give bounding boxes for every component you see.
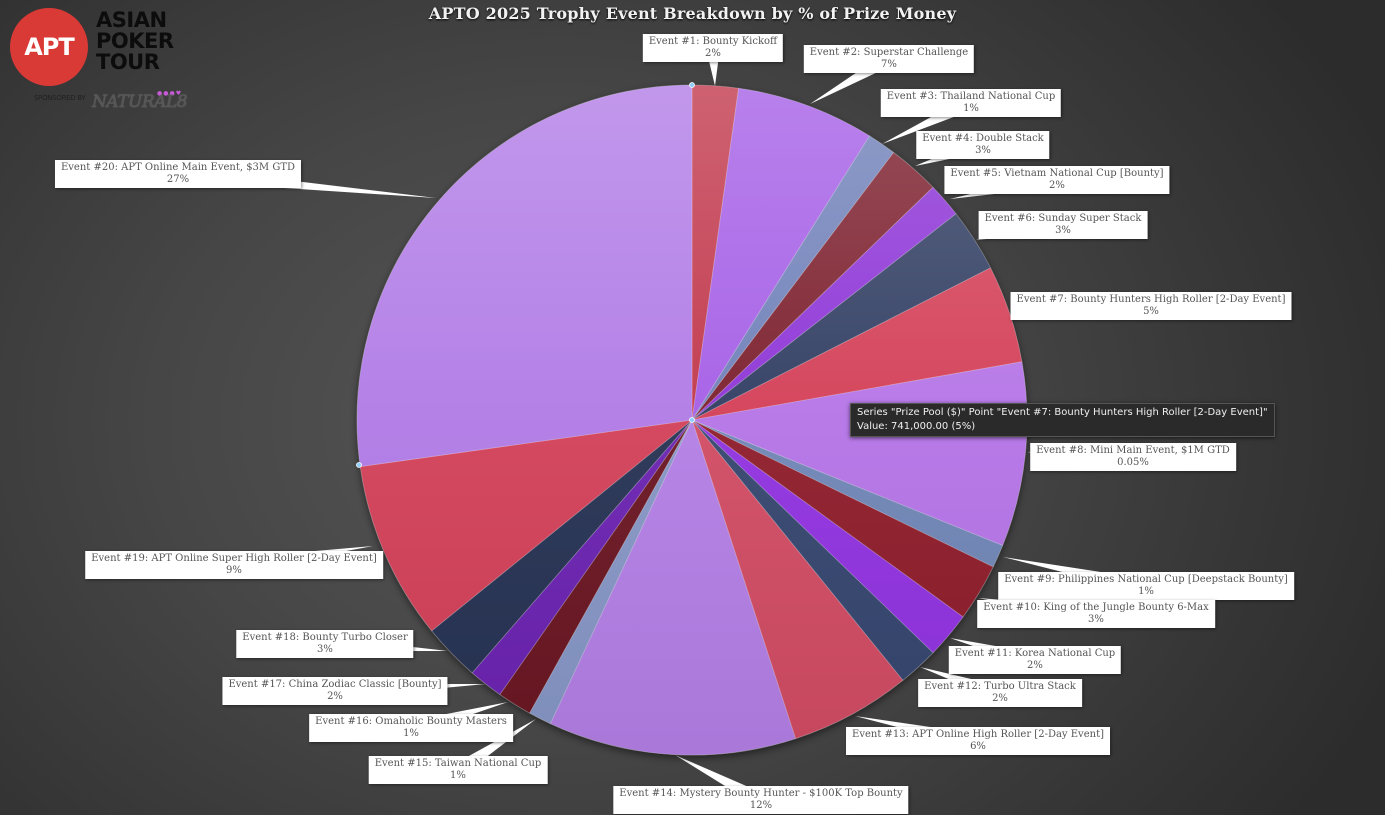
data-label[interactable]: Event #18: Bounty Turbo Closer 3% — [236, 630, 414, 658]
data-label[interactable]: Event #13: APT Online High Roller [2-Day… — [846, 727, 1110, 755]
data-label-category: Event #1: Bounty Kickoff — [648, 36, 778, 47]
selection-handle[interactable] — [689, 417, 695, 423]
data-label[interactable]: Event #9: Philippines National Cup [Deep… — [998, 572, 1294, 600]
data-label-percent: 1% — [1138, 586, 1154, 597]
data-label-percent: 1% — [450, 770, 466, 781]
data-label-percent: 3% — [317, 644, 333, 655]
data-label[interactable]: Event #10: King of the Jungle Bounty 6-M… — [977, 600, 1215, 628]
data-label-category: Event #2: Superstar Challenge — [809, 47, 969, 58]
data-label-category: Event #14: Mystery Bounty Hunter - $100K… — [619, 788, 903, 799]
data-label[interactable]: Event #3: Thailand National Cup 1% — [880, 89, 1062, 117]
data-label-percent: 27% — [166, 174, 190, 185]
data-label[interactable]: Event #12: Turbo Ultra Stack 2% — [918, 679, 1082, 707]
data-label[interactable]: Event #20: APT Online Main Event, $3M GT… — [54, 160, 302, 188]
data-label[interactable]: Event #5: Vietnam National Cup [Bounty] 2… — [944, 166, 1170, 194]
sponsor-logo: NATURAL8 — [92, 92, 188, 112]
data-label-category: Event #16: Omaholic Bounty Masters — [315, 716, 507, 727]
data-label-percent: 3% — [975, 145, 991, 156]
data-label[interactable]: Event #8: Mini Main Event, $1M GTD 0.05% — [1030, 443, 1236, 471]
data-label[interactable]: Event #1: Bounty Kickoff 2% — [642, 34, 784, 62]
data-label-percent: 2% — [992, 693, 1008, 704]
data-label[interactable]: Event #11: Korea National Cup 2% — [948, 646, 1122, 674]
data-label-category: Event #3: Thailand National Cup — [886, 91, 1056, 102]
data-label-category: Event #19: APT Online Super High Roller … — [91, 553, 377, 564]
data-label-percent: 7% — [881, 59, 897, 70]
sponsor-text: SPONSORED BY — [34, 94, 86, 102]
data-label-category: Event #5: Vietnam National Cup [Bounty] — [950, 168, 1164, 179]
data-label-category: Event #10: King of the Jungle Bounty 6-M… — [983, 602, 1209, 613]
data-label-category: Event #18: Bounty Turbo Closer — [242, 632, 408, 643]
pie-slice[interactable] — [356, 84, 693, 468]
data-label[interactable]: Event #6: Sunday Super Stack 3% — [978, 211, 1148, 239]
data-label-category: Event #12: Turbo Ultra Stack — [924, 681, 1076, 692]
apt-badge: APT — [10, 8, 88, 86]
data-label-percent: 2% — [705, 48, 721, 59]
data-label-category: Event #17: China Zodiac Classic [Bounty] — [228, 679, 442, 690]
data-label-percent: 9% — [226, 565, 242, 576]
hover-tooltip: Series "Prize Pool ($)" Point "Event #7:… — [850, 403, 1275, 437]
data-label[interactable]: Event #16: Omaholic Bounty Masters 1% — [309, 714, 513, 742]
tooltip-value-line: Value: 741,000.00 (5%) — [857, 421, 976, 432]
data-label-percent: 12% — [749, 800, 773, 811]
data-label-percent: 1% — [403, 728, 419, 739]
data-label-percent: 2% — [1049, 180, 1065, 191]
chart-title: APTO 2025 Trophy Event Breakdown by % of… — [428, 4, 957, 23]
data-label-percent: 3% — [1055, 225, 1071, 236]
data-label[interactable]: Event #19: APT Online Super High Roller … — [85, 551, 383, 579]
data-label-category: Event #11: Korea National Cup — [954, 648, 1116, 659]
sponsor-dots-icon: ●●●♥ — [157, 90, 183, 97]
data-label-category: Event #15: Taiwan National Cup — [374, 758, 542, 769]
data-label-percent: 1% — [963, 103, 979, 114]
selection-handle[interactable] — [356, 462, 362, 468]
data-label[interactable]: Event #2: Superstar Challenge 7% — [803, 45, 975, 73]
data-label-percent: 6% — [970, 741, 986, 752]
data-label[interactable]: Event #17: China Zodiac Classic [Bounty]… — [222, 677, 448, 705]
data-label-percent: 0.05% — [1117, 457, 1149, 468]
data-label-category: Event #13: APT Online High Roller [2-Day… — [852, 729, 1104, 740]
data-label-category: Event #6: Sunday Super Stack — [984, 213, 1142, 224]
data-label[interactable]: Event #7: Bounty Hunters High Roller [2-… — [1010, 292, 1292, 320]
data-label-category: Event #20: APT Online Main Event, $3M GT… — [60, 162, 296, 173]
data-label-category: Event #7: Bounty Hunters High Roller [2-… — [1016, 294, 1286, 305]
data-label-category: Event #4: Double Stack — [922, 133, 1044, 144]
data-label[interactable]: Event #14: Mystery Bounty Hunter - $100K… — [613, 786, 909, 814]
data-label-percent: 5% — [1143, 306, 1159, 317]
tooltip-series-line: Series "Prize Pool ($)" Point "Event #7:… — [857, 407, 1268, 418]
data-label-percent: 2% — [1027, 660, 1043, 671]
data-label-percent: 2% — [327, 691, 343, 702]
apt-logo: APT ASIAN POKER TOUR SPONSORED BY ●●●♥ N… — [10, 6, 210, 121]
data-label[interactable]: Event #4: Double Stack 3% — [916, 131, 1050, 159]
data-label-category: Event #8: Mini Main Event, $1M GTD — [1036, 445, 1230, 456]
data-label-category: Event #9: Philippines National Cup [Deep… — [1004, 574, 1288, 585]
selection-handle[interactable] — [689, 82, 695, 88]
logo-wordmark: ASIAN POKER TOUR — [96, 8, 174, 74]
data-label[interactable]: Event #15: Taiwan National Cup 1% — [368, 756, 548, 784]
data-label-percent: 3% — [1088, 614, 1104, 625]
